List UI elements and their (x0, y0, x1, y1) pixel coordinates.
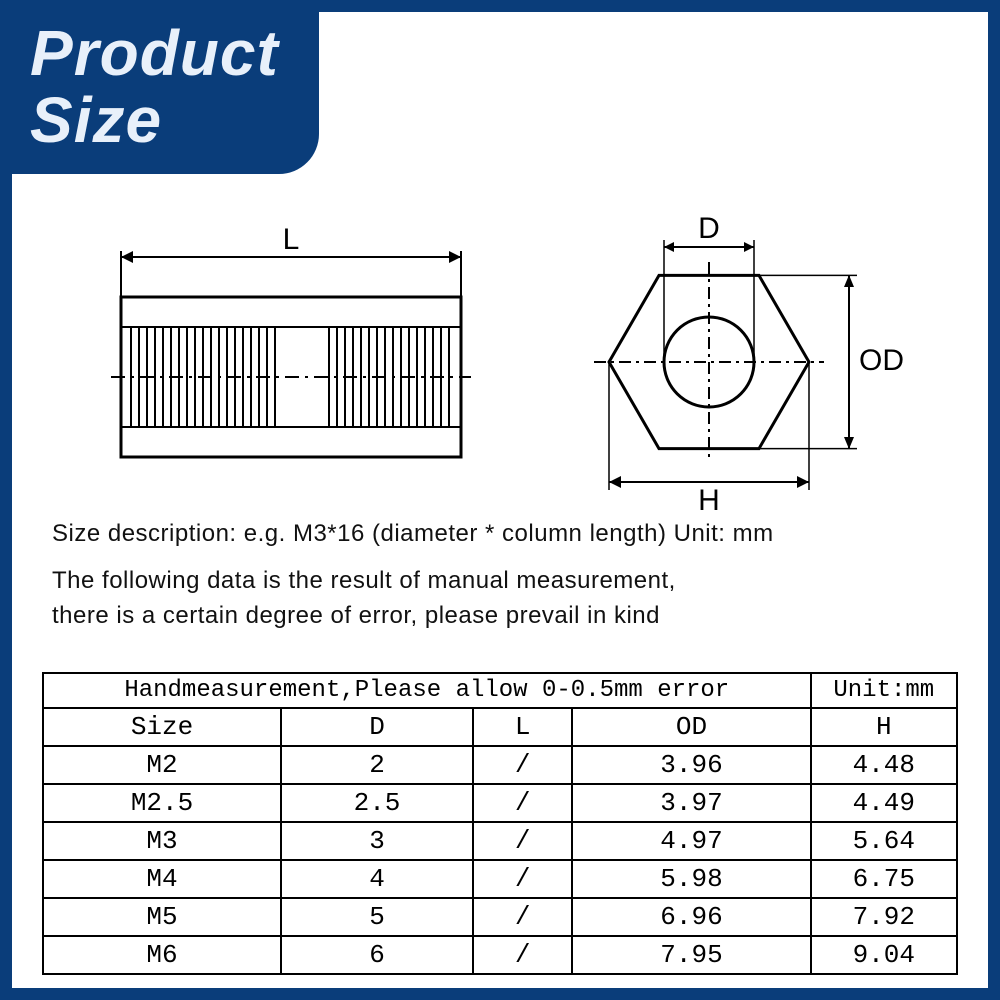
table-row: M2 2 / 3.96 4.48 (43, 746, 957, 784)
title-line1: Product (30, 17, 279, 89)
cell: 4.49 (811, 784, 957, 822)
cell: 3 (281, 822, 473, 860)
col-h: H (811, 708, 957, 746)
cell: 5 (281, 898, 473, 936)
desc-line3: there is a certain degree of error, plea… (52, 602, 660, 629)
desc-line1: Size description: e.g. M3*16 (diameter *… (52, 517, 948, 552)
cell: 4 (281, 860, 473, 898)
table-row: M6 6 / 7.95 9.04 (43, 936, 957, 974)
title-line2: Size (30, 84, 162, 156)
size-table: Handmeasurement,Please allow 0-0.5mm err… (42, 672, 958, 975)
cell: M6 (43, 936, 281, 974)
hex-view-diagram: D OD H (559, 212, 919, 512)
cell: 3.96 (572, 746, 810, 784)
label-D: D (698, 212, 720, 245)
cell: / (473, 746, 572, 784)
product-size-card: Product Size L (0, 0, 1000, 1000)
title-heading: Product Size (30, 20, 279, 154)
cell: 2.5 (281, 784, 473, 822)
cell: / (473, 822, 572, 860)
side-view-diagram: L (81, 227, 501, 497)
table-row: M3 3 / 4.97 5.64 (43, 822, 957, 860)
cell: M4 (43, 860, 281, 898)
col-l: L (473, 708, 572, 746)
cell: 6 (281, 936, 473, 974)
cell: 2 (281, 746, 473, 784)
desc-line2-3: The following data is the result of manu… (52, 564, 948, 634)
cell: 4.48 (811, 746, 957, 784)
cell: 7.95 (572, 936, 810, 974)
cell: / (473, 936, 572, 974)
cell: 5.98 (572, 860, 810, 898)
diagrams-row: L (12, 212, 988, 512)
cell: M3 (43, 822, 281, 860)
cell: 3.97 (572, 784, 810, 822)
cell: 6.96 (572, 898, 810, 936)
cell: / (473, 784, 572, 822)
table-header-cols: Size D L OD H (43, 708, 957, 746)
col-size: Size (43, 708, 281, 746)
cell: 5.64 (811, 822, 957, 860)
table-row: M5 5 / 6.96 7.92 (43, 898, 957, 936)
cell: 6.75 (811, 860, 957, 898)
desc-line2: The following data is the result of manu… (52, 567, 676, 594)
header-main: Handmeasurement,Please allow 0-0.5mm err… (43, 673, 811, 708)
table-row: M4 4 / 5.98 6.75 (43, 860, 957, 898)
cell: / (473, 860, 572, 898)
cell: M2 (43, 746, 281, 784)
label-L: L (283, 227, 300, 256)
table-header-top: Handmeasurement,Please allow 0-0.5mm err… (43, 673, 957, 708)
description-block: Size description: e.g. M3*16 (diameter *… (52, 517, 948, 645)
col-od: OD (572, 708, 810, 746)
cell: M2.5 (43, 784, 281, 822)
cell: 4.97 (572, 822, 810, 860)
cell: 9.04 (811, 936, 957, 974)
cell: 7.92 (811, 898, 957, 936)
size-table-wrap: Handmeasurement,Please allow 0-0.5mm err… (42, 672, 958, 975)
header-unit: Unit:mm (811, 673, 957, 708)
cell: / (473, 898, 572, 936)
cell: M5 (43, 898, 281, 936)
title-block: Product Size (0, 0, 319, 174)
label-OD: OD (859, 344, 904, 377)
label-H: H (698, 484, 720, 512)
table-row: M2.5 2.5 / 3.97 4.49 (43, 784, 957, 822)
col-d: D (281, 708, 473, 746)
